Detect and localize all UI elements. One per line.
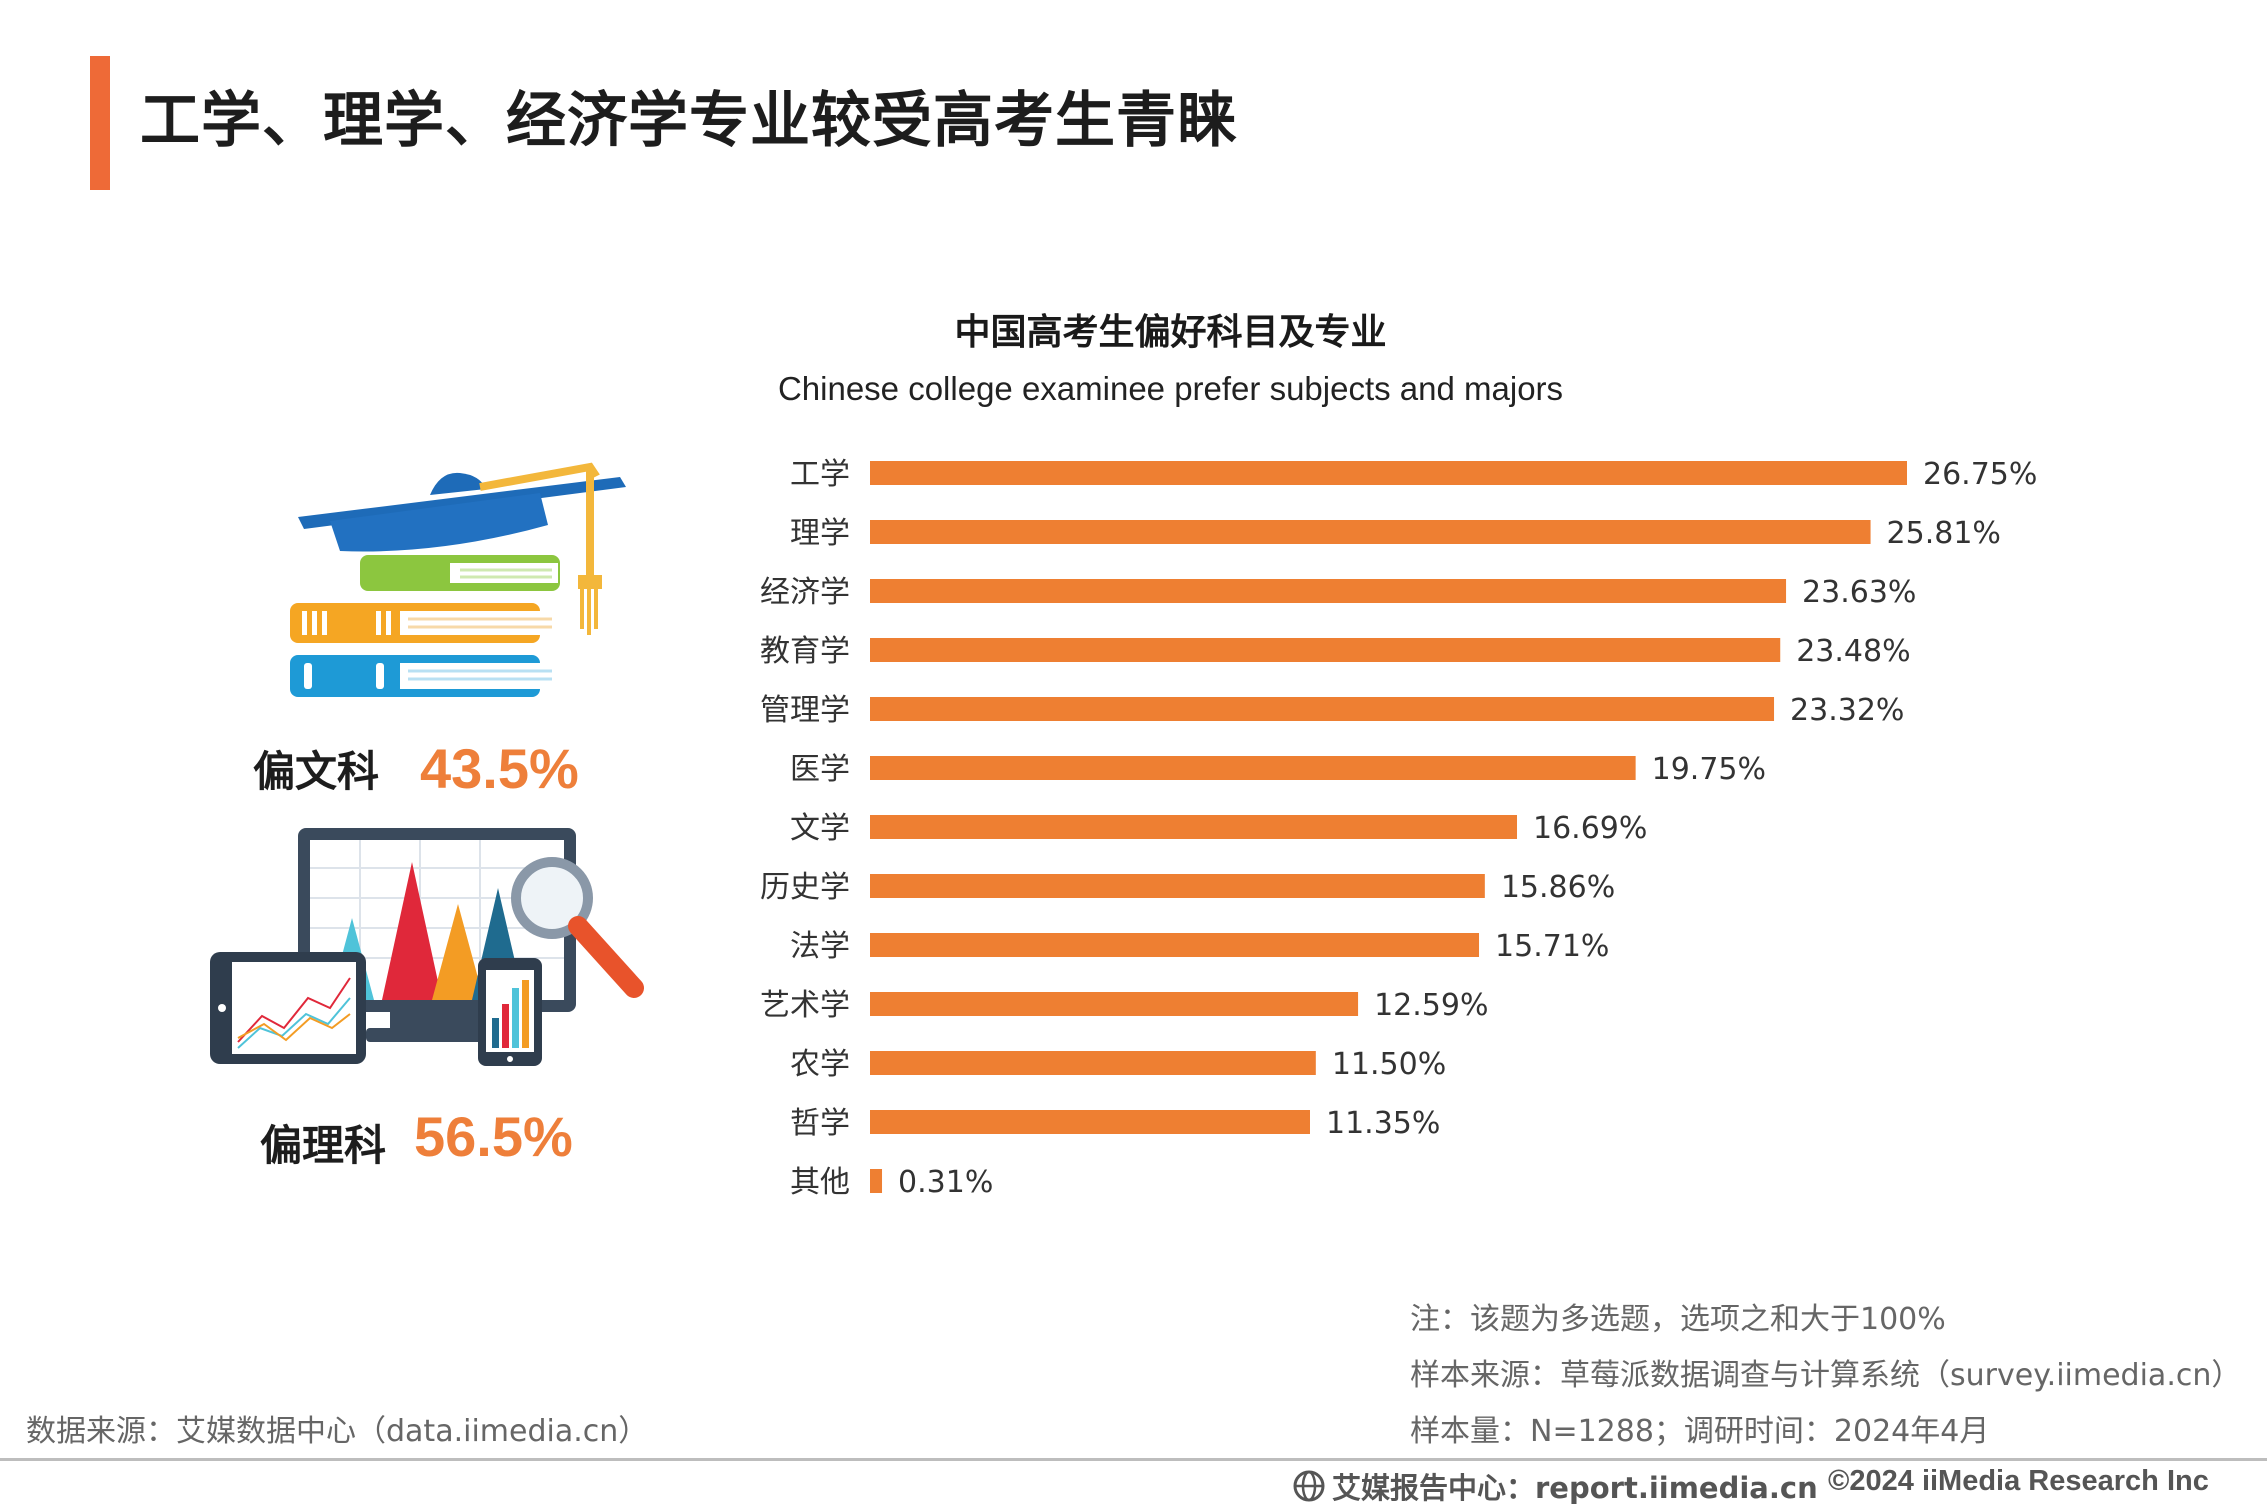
bar [870,874,1485,898]
liberal-arts-label: 偏文科 [253,747,380,796]
footer-report-center: 艾媒报告中心：report.iimedia.cn [1292,1465,1818,1507]
value-label: 11.35% [1326,1106,1440,1141]
value-label: 12.59% [1374,988,1488,1023]
category-label: 文学 [790,811,850,846]
bar [870,638,1781,662]
chart-title: 中国高考生偏好科目及专业 [954,312,1387,353]
liberal-arts-value: 43.5% [420,737,579,800]
bar [870,1051,1316,1075]
note-sample-size: 样本量：N=1288；调研时间：2024年4月 [1410,1414,1990,1449]
category-label: 管理学 [760,693,850,728]
value-label: 23.63% [1802,575,1916,610]
category-label: 医学 [790,752,850,787]
bar-chart: 工学 26.75% 理学 25.81% 经济学 23.63% 教育学 23.48% 管理学 23.… [760,457,2037,1200]
category-label: 工学 [790,457,850,492]
category-label: 历史学 [760,870,850,905]
value-label: 11.50% [1332,1047,1446,1082]
bar [870,461,1907,485]
value-label: 23.32% [1790,693,1904,728]
value-label: 16.69% [1533,811,1647,846]
bar [870,992,1359,1016]
note-sample-source: 样本来源：草莓派数据调查与计算系统（survey.iimedia.cn） [1410,1358,2242,1393]
science-value: 56.5% [414,1105,573,1168]
bar [870,933,1480,957]
bar [870,697,1775,721]
analytics-devices-icon [210,828,644,1066]
bar [870,756,1636,780]
value-label: 15.71% [1495,929,1609,964]
category-label: 理学 [790,516,850,551]
category-label: 教育学 [760,634,850,669]
category-label: 艺术学 [760,988,850,1023]
bar [870,520,1871,544]
value-label: 19.75% [1652,752,1766,787]
value-label: 0.31% [898,1165,993,1200]
footer-divider [0,1458,2267,1461]
category-label: 经济学 [760,575,850,610]
page-title: 工学、理学、经济学专业较受高考生青睐 [140,86,1238,156]
bar [870,579,1787,603]
footer-report-center-text: 艾媒报告中心：report.iimedia.cn [1332,1471,1818,1505]
books-graduation-cap-icon [290,462,626,697]
category-label: 哲学 [790,1106,850,1141]
bar [870,815,1518,839]
data-source: 数据来源：艾媒数据中心（data.iimedia.cn） [26,1414,649,1449]
category-label: 其他 [790,1165,850,1200]
bar [870,1110,1310,1134]
footer-copyright: ©2024 iiMedia Research Inc [1828,1465,2209,1497]
value-label: 26.75% [1923,457,2037,492]
note-multiple-choice: 注：该题为多选题，选项之和大于100% [1410,1302,1946,1337]
value-label: 25.81% [1887,516,2001,551]
title-accent-bar [90,56,110,190]
category-label: 法学 [790,929,850,964]
globe-icon [1293,1470,1325,1502]
bar [870,1169,883,1193]
chart-subtitle: Chinese college examinee prefer subjects… [777,370,1564,407]
value-label: 23.48% [1796,634,1910,669]
category-label: 农学 [790,1047,850,1082]
value-label: 15.86% [1501,870,1615,905]
science-label: 偏理科 [260,1121,387,1170]
